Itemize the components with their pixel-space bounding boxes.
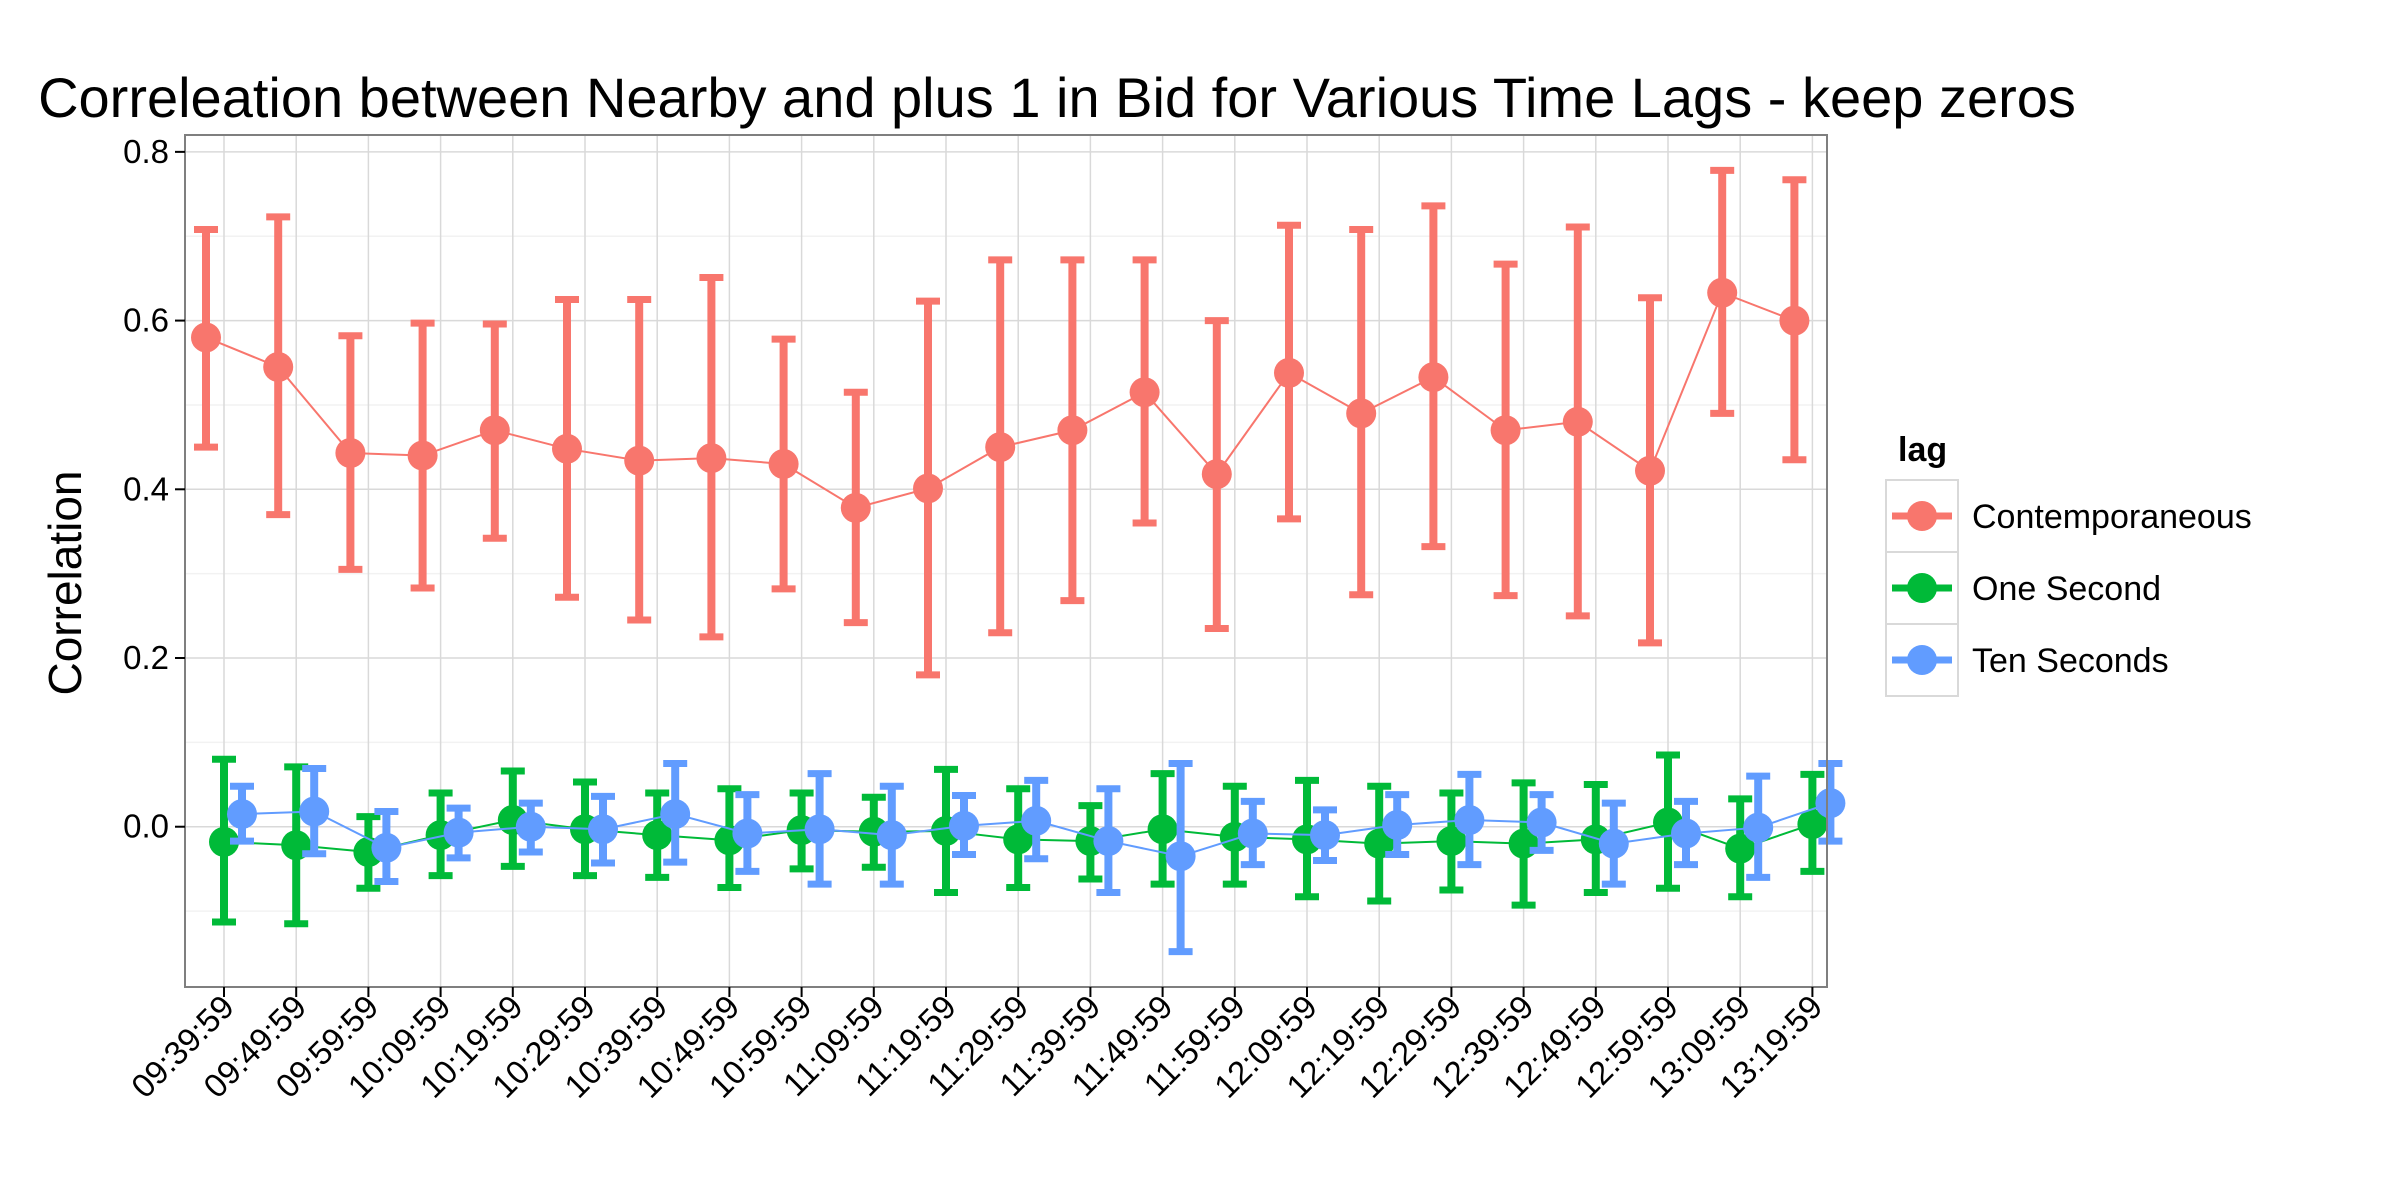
data-point xyxy=(1635,455,1665,486)
legend-title: lag xyxy=(1898,431,1947,469)
legend-label: One Second xyxy=(1972,570,2161,608)
data-point xyxy=(1436,826,1467,857)
legend-key-point xyxy=(1907,573,1937,603)
y-tick-label: 0.2 xyxy=(123,639,169,676)
data-point xyxy=(1815,788,1846,819)
data-point xyxy=(949,810,979,841)
y-tick-label: 0.0 xyxy=(123,808,169,845)
data-point xyxy=(1562,406,1593,437)
data-point xyxy=(1707,277,1738,308)
data-point xyxy=(335,438,366,469)
data-point xyxy=(1454,804,1485,835)
data-point xyxy=(1743,812,1774,843)
data-point xyxy=(1147,814,1178,845)
data-point xyxy=(191,322,221,353)
data-point xyxy=(443,817,474,848)
data-point xyxy=(913,473,943,504)
plot-border xyxy=(184,134,1828,988)
data-point xyxy=(1382,810,1413,841)
data-point xyxy=(552,433,582,464)
y-tick-label: 0.8 xyxy=(123,133,169,170)
data-point xyxy=(588,814,618,845)
data-point xyxy=(1165,841,1196,872)
data-point xyxy=(1490,415,1521,446)
data-point xyxy=(209,826,239,857)
data-point xyxy=(371,832,402,863)
data-point xyxy=(1310,820,1340,851)
data-series xyxy=(191,166,1846,956)
legend-key-point xyxy=(1907,501,1937,531)
data-point xyxy=(227,799,257,830)
data-point xyxy=(1237,818,1268,849)
legend-item: One Second xyxy=(1885,551,2161,625)
data-point xyxy=(1725,833,1756,864)
data-point xyxy=(768,448,799,479)
data-point xyxy=(1129,377,1160,408)
data-point xyxy=(696,443,727,474)
data-point xyxy=(1346,398,1377,429)
data-point xyxy=(479,415,510,446)
data-point xyxy=(1779,305,1810,336)
data-point xyxy=(1003,824,1034,855)
data-point xyxy=(732,818,763,849)
data-point xyxy=(840,492,871,523)
data-point xyxy=(1598,828,1629,859)
legend-label: Ten Seconds xyxy=(1972,642,2169,680)
legend-key-point xyxy=(1907,645,1937,675)
y-tick-label: 0.6 xyxy=(123,302,169,339)
data-point xyxy=(1057,415,1088,446)
data-point xyxy=(1093,826,1124,857)
series-ten-seconds xyxy=(227,759,1846,956)
data-point xyxy=(642,820,673,851)
legend-item: Ten Seconds xyxy=(1885,623,2169,697)
data-point xyxy=(624,445,655,476)
data-point xyxy=(804,814,835,845)
chart-title: Correleation between Nearby and plus 1 i… xyxy=(38,66,2076,129)
legend-label: Contemporaneous xyxy=(1972,498,2252,536)
series-contemporaneous xyxy=(191,166,1810,679)
data-point xyxy=(985,432,1016,463)
y-tick-label: 0.4 xyxy=(123,470,169,507)
data-point xyxy=(407,440,438,471)
data-point xyxy=(1671,818,1701,849)
data-point xyxy=(1526,807,1557,838)
data-point xyxy=(1274,357,1304,388)
data-point xyxy=(299,796,330,827)
data-point xyxy=(1021,805,1052,836)
data-point xyxy=(660,799,691,830)
data-point xyxy=(263,351,294,382)
y-axis-label: Correlation xyxy=(39,471,91,696)
data-point xyxy=(515,811,546,842)
data-point xyxy=(1418,362,1449,393)
data-point xyxy=(876,820,907,851)
data-point xyxy=(1201,459,1232,490)
legend-item: Contemporaneous xyxy=(1885,479,2252,553)
legend: lag Contemporaneous One Second Ten Seconds xyxy=(1885,431,2252,697)
data-point xyxy=(1797,809,1828,840)
